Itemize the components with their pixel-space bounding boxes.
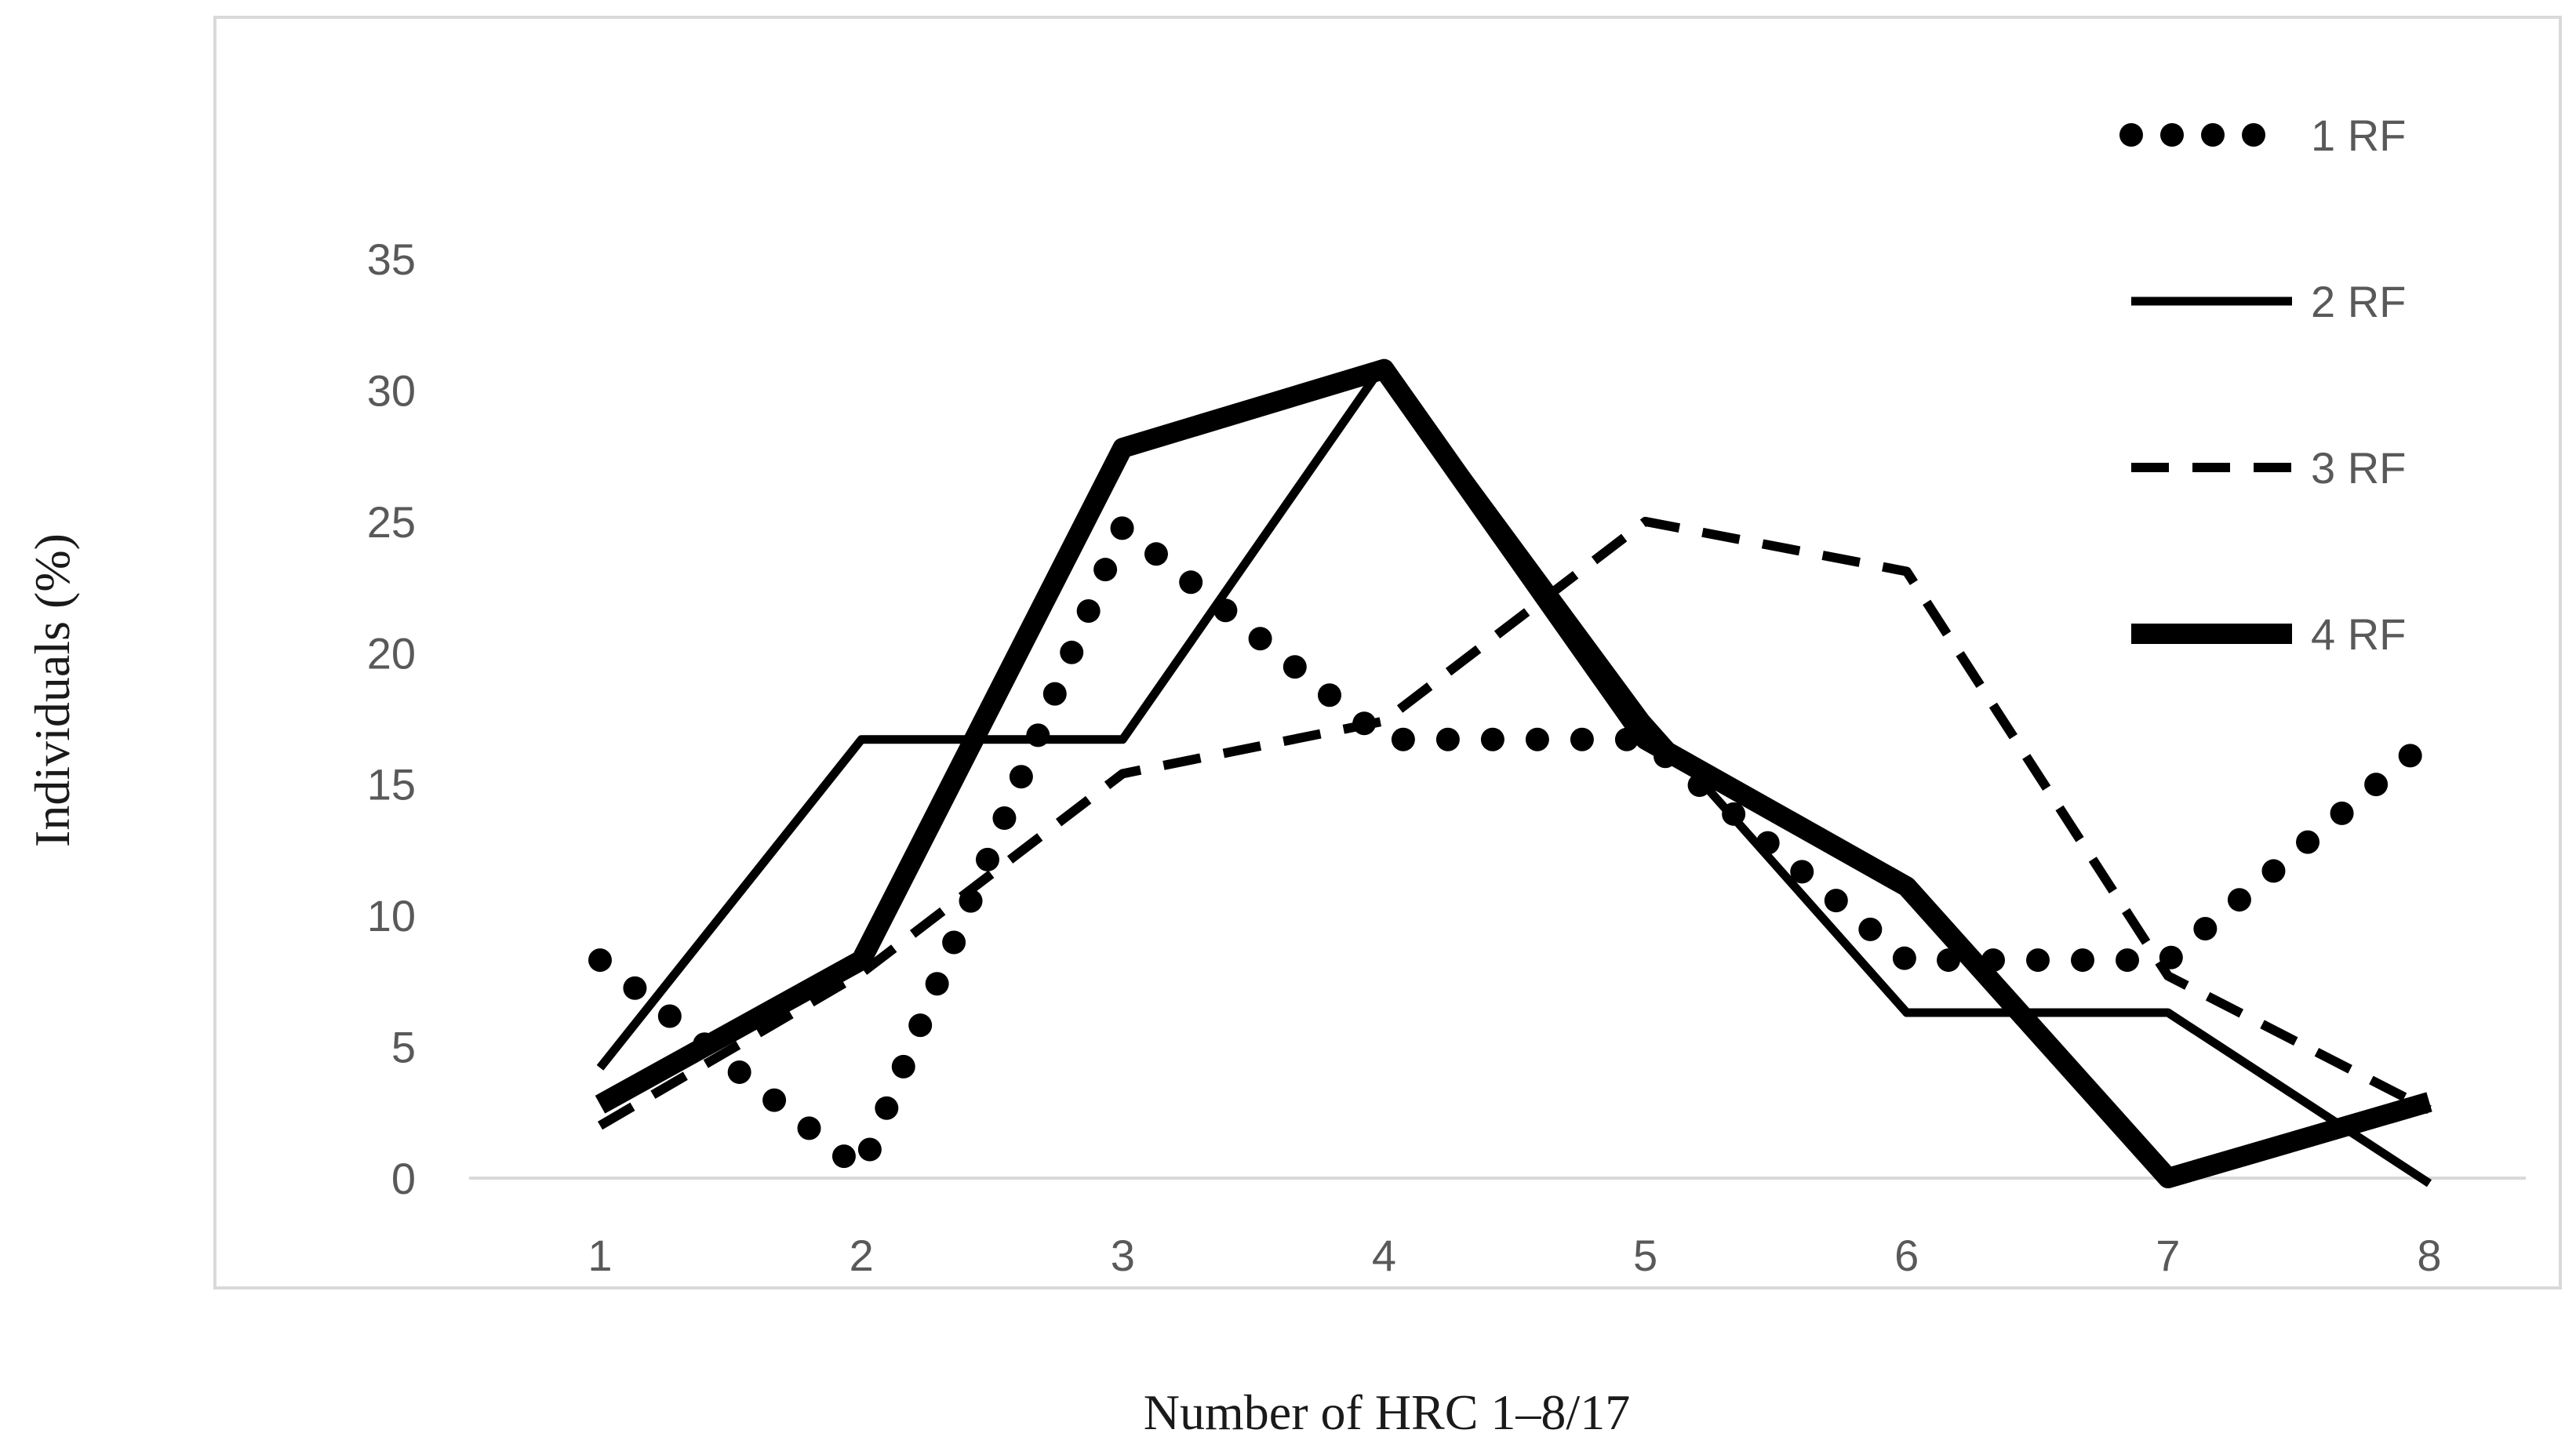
series-line-4-rf [595,358,2432,1188]
x-axis-title: Number of HRC 1–8/17 [1144,1384,1630,1440]
series-line-3-rf [597,516,2432,1130]
x-tick-label: 1 [588,1231,612,1280]
x-tick-label: 5 [1633,1231,1657,1280]
x-tick-label: 3 [1111,1231,1135,1280]
x-axis-ticks: 1 2 3 4 5 6 7 8 [588,1231,2441,1280]
chart-frame [213,16,2562,1289]
x-tick-label: 7 [2156,1231,2180,1280]
legend-label: 4 RF [2311,609,2406,659]
y-tick-label: 35 [367,235,416,284]
x-tick-label: 6 [1894,1231,1919,1280]
y-tick-label: 0 [391,1154,416,1203]
x-tick-label: 2 [850,1231,874,1280]
x-tick-label: 4 [1372,1231,1396,1280]
y-tick-label: 30 [367,366,416,415]
y-tick-label: 5 [391,1023,416,1072]
y-tick-label: 10 [367,891,416,940]
y-axis-title: Individuals (%) [24,533,80,847]
series-line-2-rf [596,359,2432,1188]
legend-label: 2 RF [2311,277,2406,326]
y-tick-label: 25 [367,497,416,547]
x-tick-label: 8 [2417,1231,2441,1280]
y-axis-ticks: 0 5 10 15 20 25 30 35 [367,235,416,1203]
y-tick-label: 20 [367,628,416,678]
legend-label: 3 RF [2311,443,2406,493]
legend-label: 1 RF [2311,111,2406,160]
series-lines [588,358,2441,1188]
legend: 1 RF 2 RF 3 RF 4 RF [2119,111,2406,659]
series-line-1-rf [588,515,2441,1182]
y-tick-label: 15 [367,760,416,809]
